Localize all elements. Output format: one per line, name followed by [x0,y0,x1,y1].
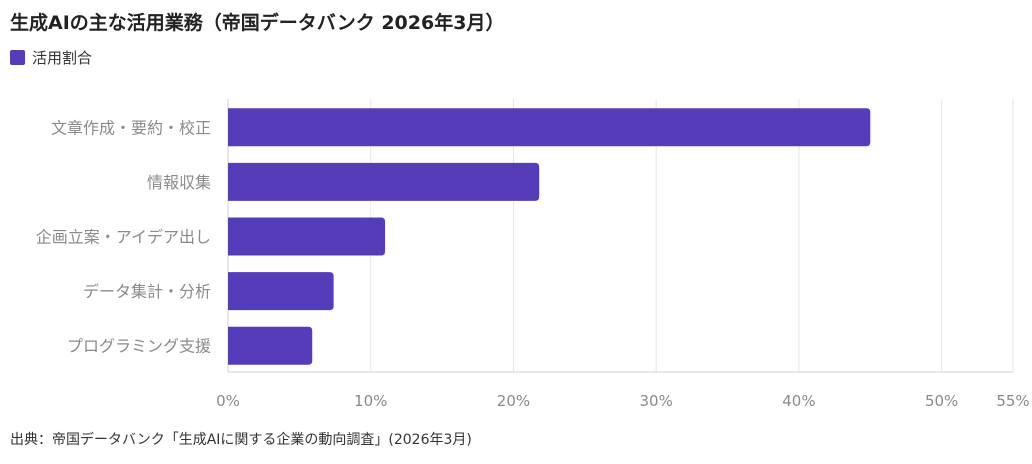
y-category-label: 情報収集 [147,173,211,192]
bar [228,272,334,311]
bar [228,162,540,201]
y-category-label: プログラミング支援 [67,337,211,356]
y-category-label: 企画立案・アイデア出し [36,228,211,247]
x-tick-label: 30% [640,392,673,410]
y-category-label: データ集計・分析 [83,282,211,301]
chart-title: 生成AIの主な活用業務（帝国データバンク 2026年3月） [10,12,505,34]
x-tick-label: 50% [925,392,958,410]
x-tick-label: 0% [216,392,240,410]
legend-swatch [10,50,25,65]
bar [228,326,313,365]
x-tick-label: 10% [354,392,387,410]
x-tick-label: 20% [497,392,530,410]
bar [228,217,385,256]
legend: 活用割合 [10,47,92,68]
legend-label: 活用割合 [32,49,93,67]
x-tick-label: 40% [782,392,815,410]
y-category-label: 文章作成・要約・校正 [51,118,211,137]
source-note: 出典：帝国データバンク「生成AIに関する企業の動向調査」(2026年3月) [10,432,472,448]
bar [228,108,871,147]
x-tick-label: 55% [996,392,1029,410]
